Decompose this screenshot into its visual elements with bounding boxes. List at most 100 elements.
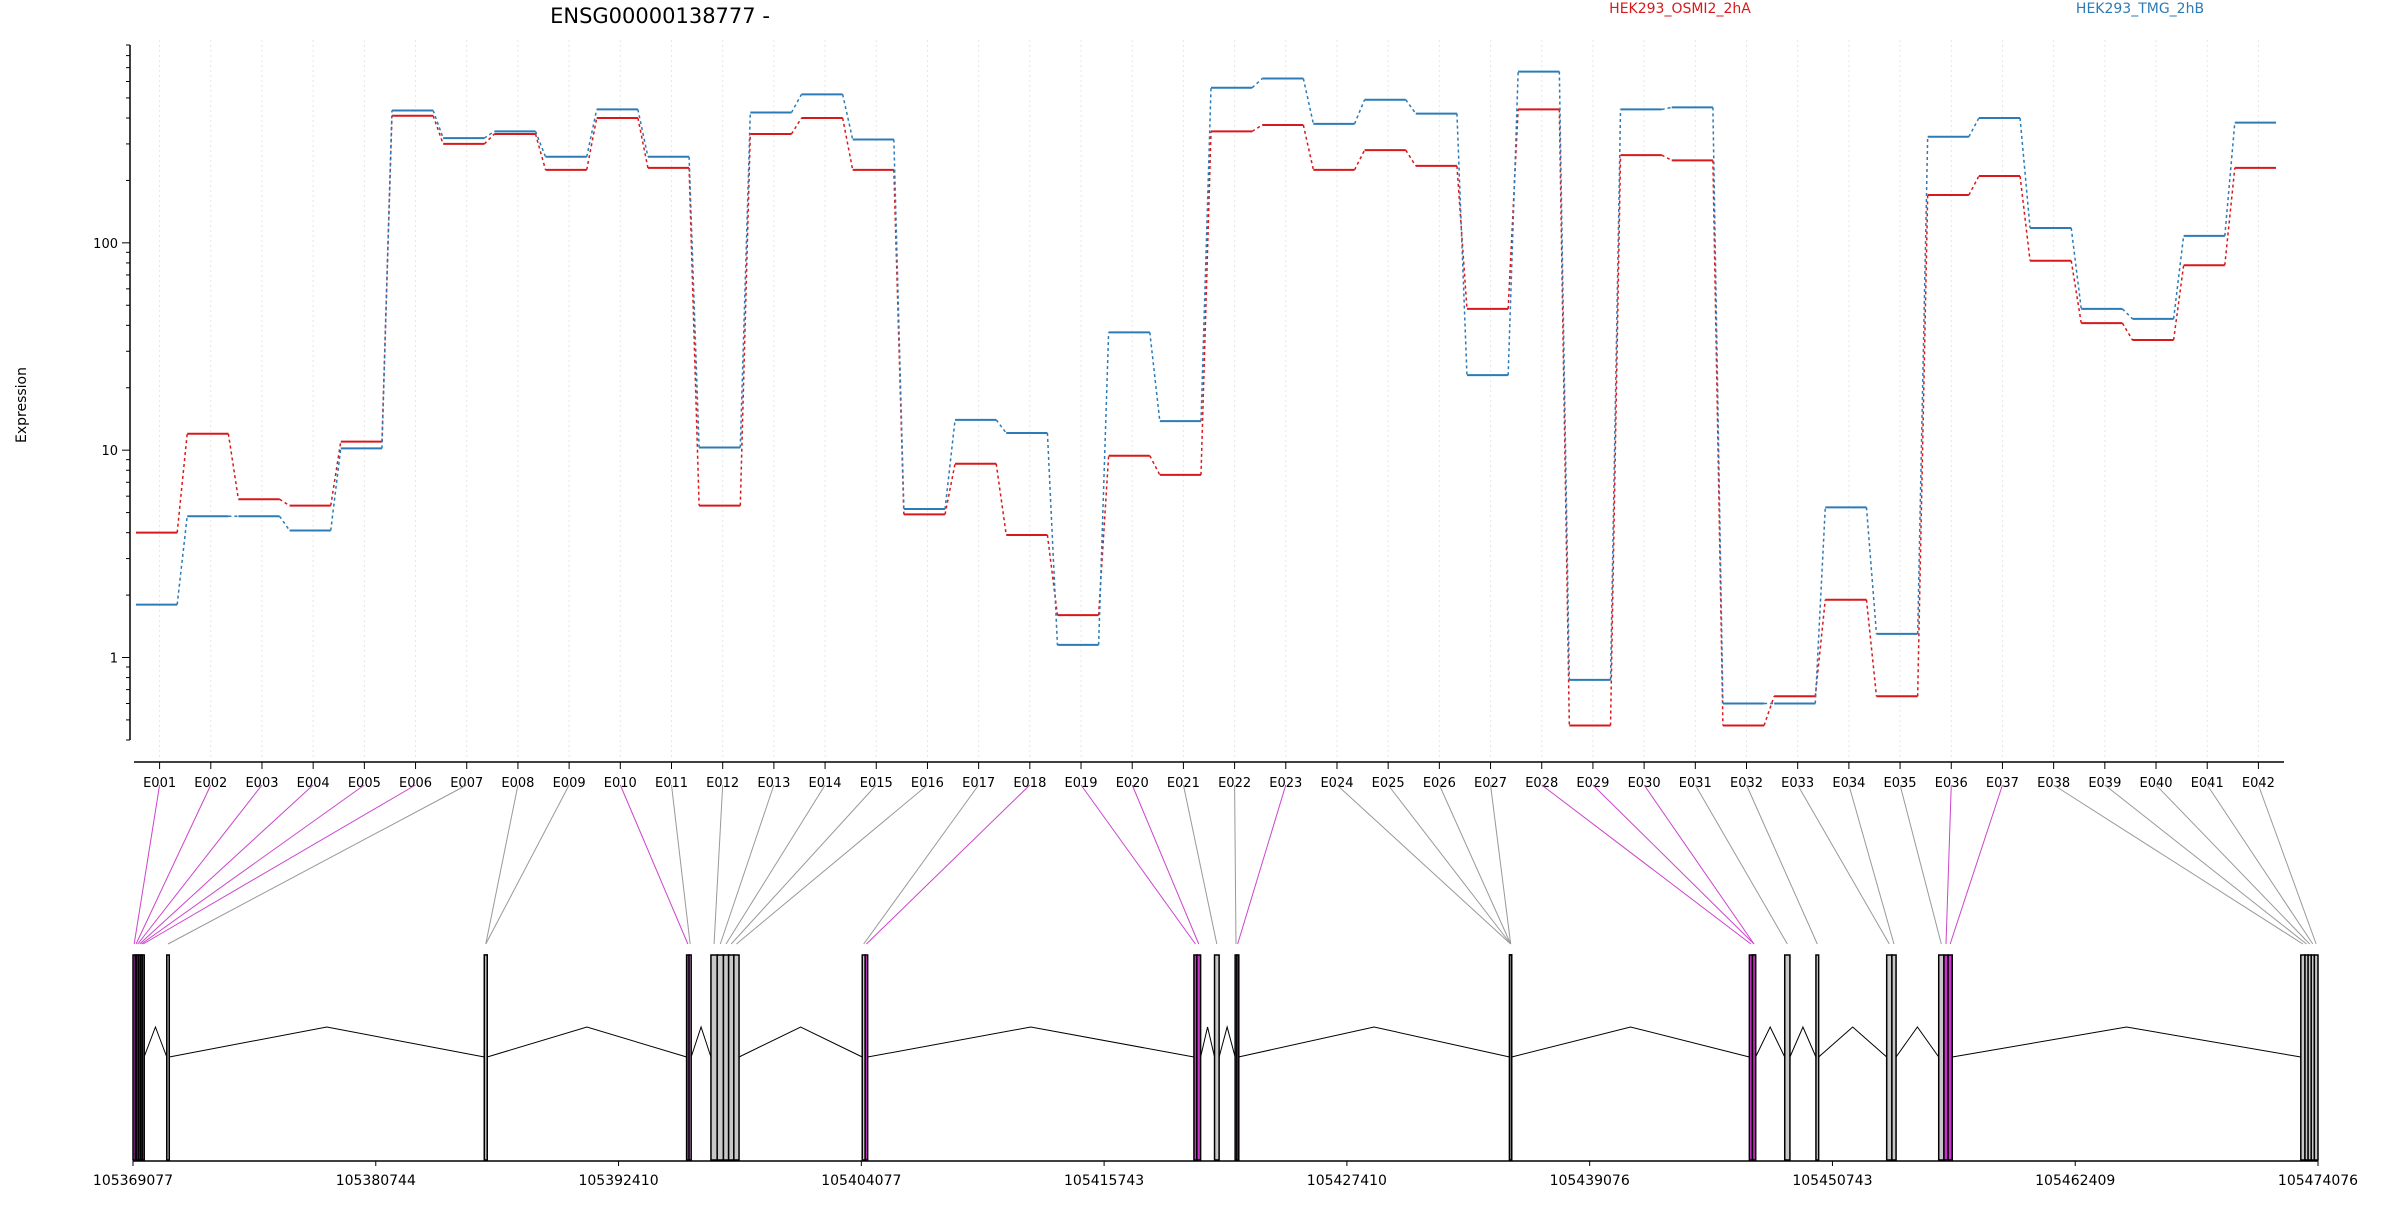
connector-E019 [1080, 784, 1196, 945]
series-2-transition [1609, 109, 1622, 680]
intron-chevron [738, 1026, 863, 1058]
series-1-transition [1353, 149, 1366, 171]
series-1-transition [944, 463, 956, 515]
x-tick-label-E029: E029 [1576, 776, 1609, 791]
series-1-transition [1149, 455, 1161, 476]
gene-model [132, 954, 2319, 1161]
series-1-transition [2224, 167, 2236, 266]
intron-chevron [1818, 1026, 1888, 1058]
exon-E023 [1236, 954, 1240, 1161]
series-1-transition [1712, 160, 1724, 726]
y-axis: 1 10 100 [93, 44, 131, 741]
x-tick-label-E006: E006 [399, 776, 432, 791]
exon-E015 [727, 954, 735, 1161]
coordinate-label: 105369077 [93, 1173, 173, 1189]
series-1-transition [2019, 175, 2031, 261]
x-tick-label-E040: E040 [2140, 776, 2173, 791]
series-1-transition [2121, 322, 2134, 341]
series-2-transition [1353, 99, 1366, 125]
x-tick-label-E022: E022 [1218, 776, 1251, 791]
intron-chevron [1238, 1026, 1510, 1058]
exon-E032 [1815, 954, 1820, 1161]
connector-E029 [1592, 784, 1755, 945]
intron-chevron [1952, 1026, 2301, 1058]
series-2-transition [1661, 106, 1672, 111]
series-1-transition [279, 498, 290, 507]
series-2-transition [1968, 117, 1980, 138]
x-tick-label-E011: E011 [655, 776, 688, 791]
series-2-transition [1456, 113, 1468, 376]
series-1-transition [1302, 124, 1315, 170]
series-2-transition [176, 516, 188, 605]
coordinate-label: 105415743 [1064, 1173, 1144, 1189]
x-tick-label-E004: E004 [297, 776, 330, 791]
series-1-transition [330, 441, 342, 506]
series-2-transition [841, 94, 854, 140]
x-tick-label-E034: E034 [1832, 776, 1865, 791]
x-tick-label-E039: E039 [2088, 776, 2121, 791]
series-2-transition [534, 131, 547, 158]
connector-E017 [863, 784, 980, 945]
series-1-transition [227, 433, 240, 500]
x-tick-label-E013: E013 [757, 776, 790, 791]
series-2-transition [1097, 332, 1110, 645]
connector-E023 [1237, 784, 1287, 945]
series-1-transition [637, 117, 649, 168]
series-2-transition [1251, 78, 1263, 89]
x-tick-label-E032: E032 [1730, 776, 1763, 791]
exon-gridlines [159, 40, 2259, 760]
series-2-transition [432, 110, 444, 139]
x-tick-label-E002: E002 [194, 776, 227, 791]
series-1-transition [1763, 696, 1775, 726]
series-2-transition [944, 419, 956, 510]
coordinate-label: 105450743 [1792, 1173, 1872, 1189]
exon-E006 [141, 954, 145, 1161]
x-tick-label-E015: E015 [860, 776, 893, 791]
connector-E042 [2257, 784, 2317, 945]
x-tick-label-E012: E012 [706, 776, 739, 791]
connector-E037 [1949, 784, 2003, 945]
coordinate-label: 105380744 [336, 1173, 416, 1189]
connector-E004 [139, 784, 314, 945]
series-2-transition [2070, 227, 2082, 310]
exon-E034 [1891, 954, 1897, 1161]
series-2-transition [1712, 107, 1724, 704]
connector-E027 [1490, 784, 1512, 945]
series-2-transition [278, 515, 291, 531]
connector-E041 [2206, 784, 2314, 945]
connector-E016 [736, 784, 928, 945]
x-tick-label-E010: E010 [604, 776, 637, 791]
series-1-transition [1251, 124, 1263, 132]
x-tick-label-E023: E023 [1269, 776, 1302, 791]
exon-E016 [733, 954, 740, 1161]
coordinate-label: 105439076 [1550, 1173, 1630, 1189]
exon-E020 [1196, 954, 1202, 1161]
intron-chevron [1755, 1025, 1786, 1058]
connector-E010 [619, 784, 689, 945]
series-1-transition [995, 463, 1007, 536]
series-1-transition [1405, 149, 1417, 167]
series-2-transition [2172, 235, 2185, 319]
series-1-transition [585, 117, 598, 170]
series-2-transition [1149, 332, 1161, 422]
connector-E036 [1945, 784, 1952, 945]
series-1 [136, 108, 2276, 727]
series-2-transition [381, 110, 393, 449]
x-tick-label-E037: E037 [1986, 776, 2019, 791]
connector-E012 [713, 784, 724, 945]
connector-E013 [719, 784, 775, 945]
intron-chevron [1895, 1026, 1940, 1058]
exon-E011 [688, 954, 692, 1161]
series-1-transition [1865, 599, 1878, 697]
connector-E006 [142, 784, 416, 945]
coordinate-label: 105474076 [2278, 1173, 2358, 1189]
expression-series [136, 70, 2276, 727]
series-1-transition [176, 433, 188, 533]
exon-E012 [710, 954, 718, 1161]
x-tick-label-E001: E001 [143, 776, 176, 791]
series-1-transition [893, 169, 905, 515]
x-tick-label-E033: E033 [1781, 776, 1814, 791]
series-1-transition [534, 133, 547, 171]
